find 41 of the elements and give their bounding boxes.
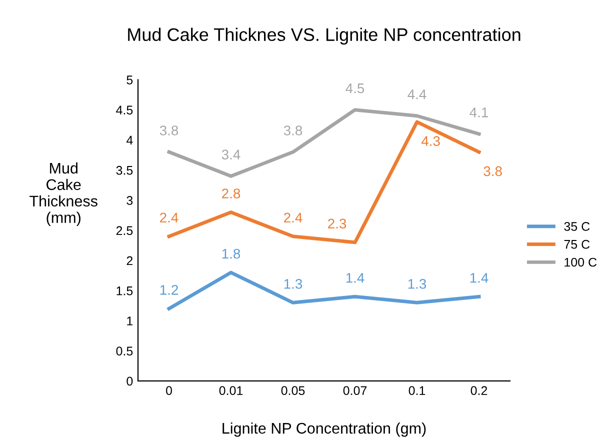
x-tick-label: 0.1 <box>408 386 426 396</box>
x-axis-title: Lignite NP Concentration (gm) <box>222 422 426 437</box>
data-label: 4.1 <box>470 108 488 118</box>
x-tick-label: 0.07 <box>343 386 367 396</box>
chart-title: Mud Cake Thicknes VS. Lignite NP concentration <box>128 28 520 45</box>
x-tick-label: 0.01 <box>219 386 243 396</box>
data-label: 2.4 <box>160 212 178 222</box>
data-label: 3.8 <box>160 126 178 136</box>
x-tick-label: 0.2 <box>470 386 488 396</box>
data-label: 1.3 <box>284 278 302 289</box>
x-tick-label: 0 <box>166 386 172 396</box>
data-label: 1.2 <box>160 284 178 295</box>
y-tick-label: 4 <box>126 136 133 145</box>
data-label: 3.4 <box>222 150 240 160</box>
y-tick-label: 0.5 <box>116 346 133 356</box>
legend-label: 100 C <box>564 258 597 267</box>
x-tick-label: 0.05 <box>281 386 305 396</box>
data-label: 4.5 <box>346 84 364 94</box>
y-tick-label: 1 <box>127 316 133 326</box>
data-label: 4.3 <box>421 136 440 146</box>
y-tick-label: 3 <box>126 196 133 205</box>
y-tick-label: 3.5 <box>116 166 133 175</box>
data-label: 3.8 <box>284 126 302 136</box>
data-label: 2.8 <box>222 188 240 198</box>
data-label: 4.4 <box>408 90 426 100</box>
legend-label: 35 C <box>564 222 590 231</box>
y-tick-label: 5 <box>126 76 133 84</box>
y-tick-label: 1.5 <box>116 286 133 296</box>
legend-label: 75 C <box>564 240 590 249</box>
data-label: 1.4 <box>470 273 488 283</box>
data-label: 1.4 <box>346 273 364 283</box>
data-label: 1.3 <box>408 278 426 289</box>
data-label: 1.8 <box>222 248 240 259</box>
data-label: 2.3 <box>328 218 346 229</box>
data-label: 3.8 <box>484 166 502 176</box>
data-label: 2.4 <box>284 212 302 222</box>
y-tick-label: 2.5 <box>116 226 133 236</box>
y-tick-label: 4.5 <box>116 106 133 115</box>
y-tick-label: 2 <box>126 256 133 266</box>
y-axis-title: Mud Cake Thickness (mm) <box>30 162 98 226</box>
y-tick-label: 0 <box>126 376 133 386</box>
